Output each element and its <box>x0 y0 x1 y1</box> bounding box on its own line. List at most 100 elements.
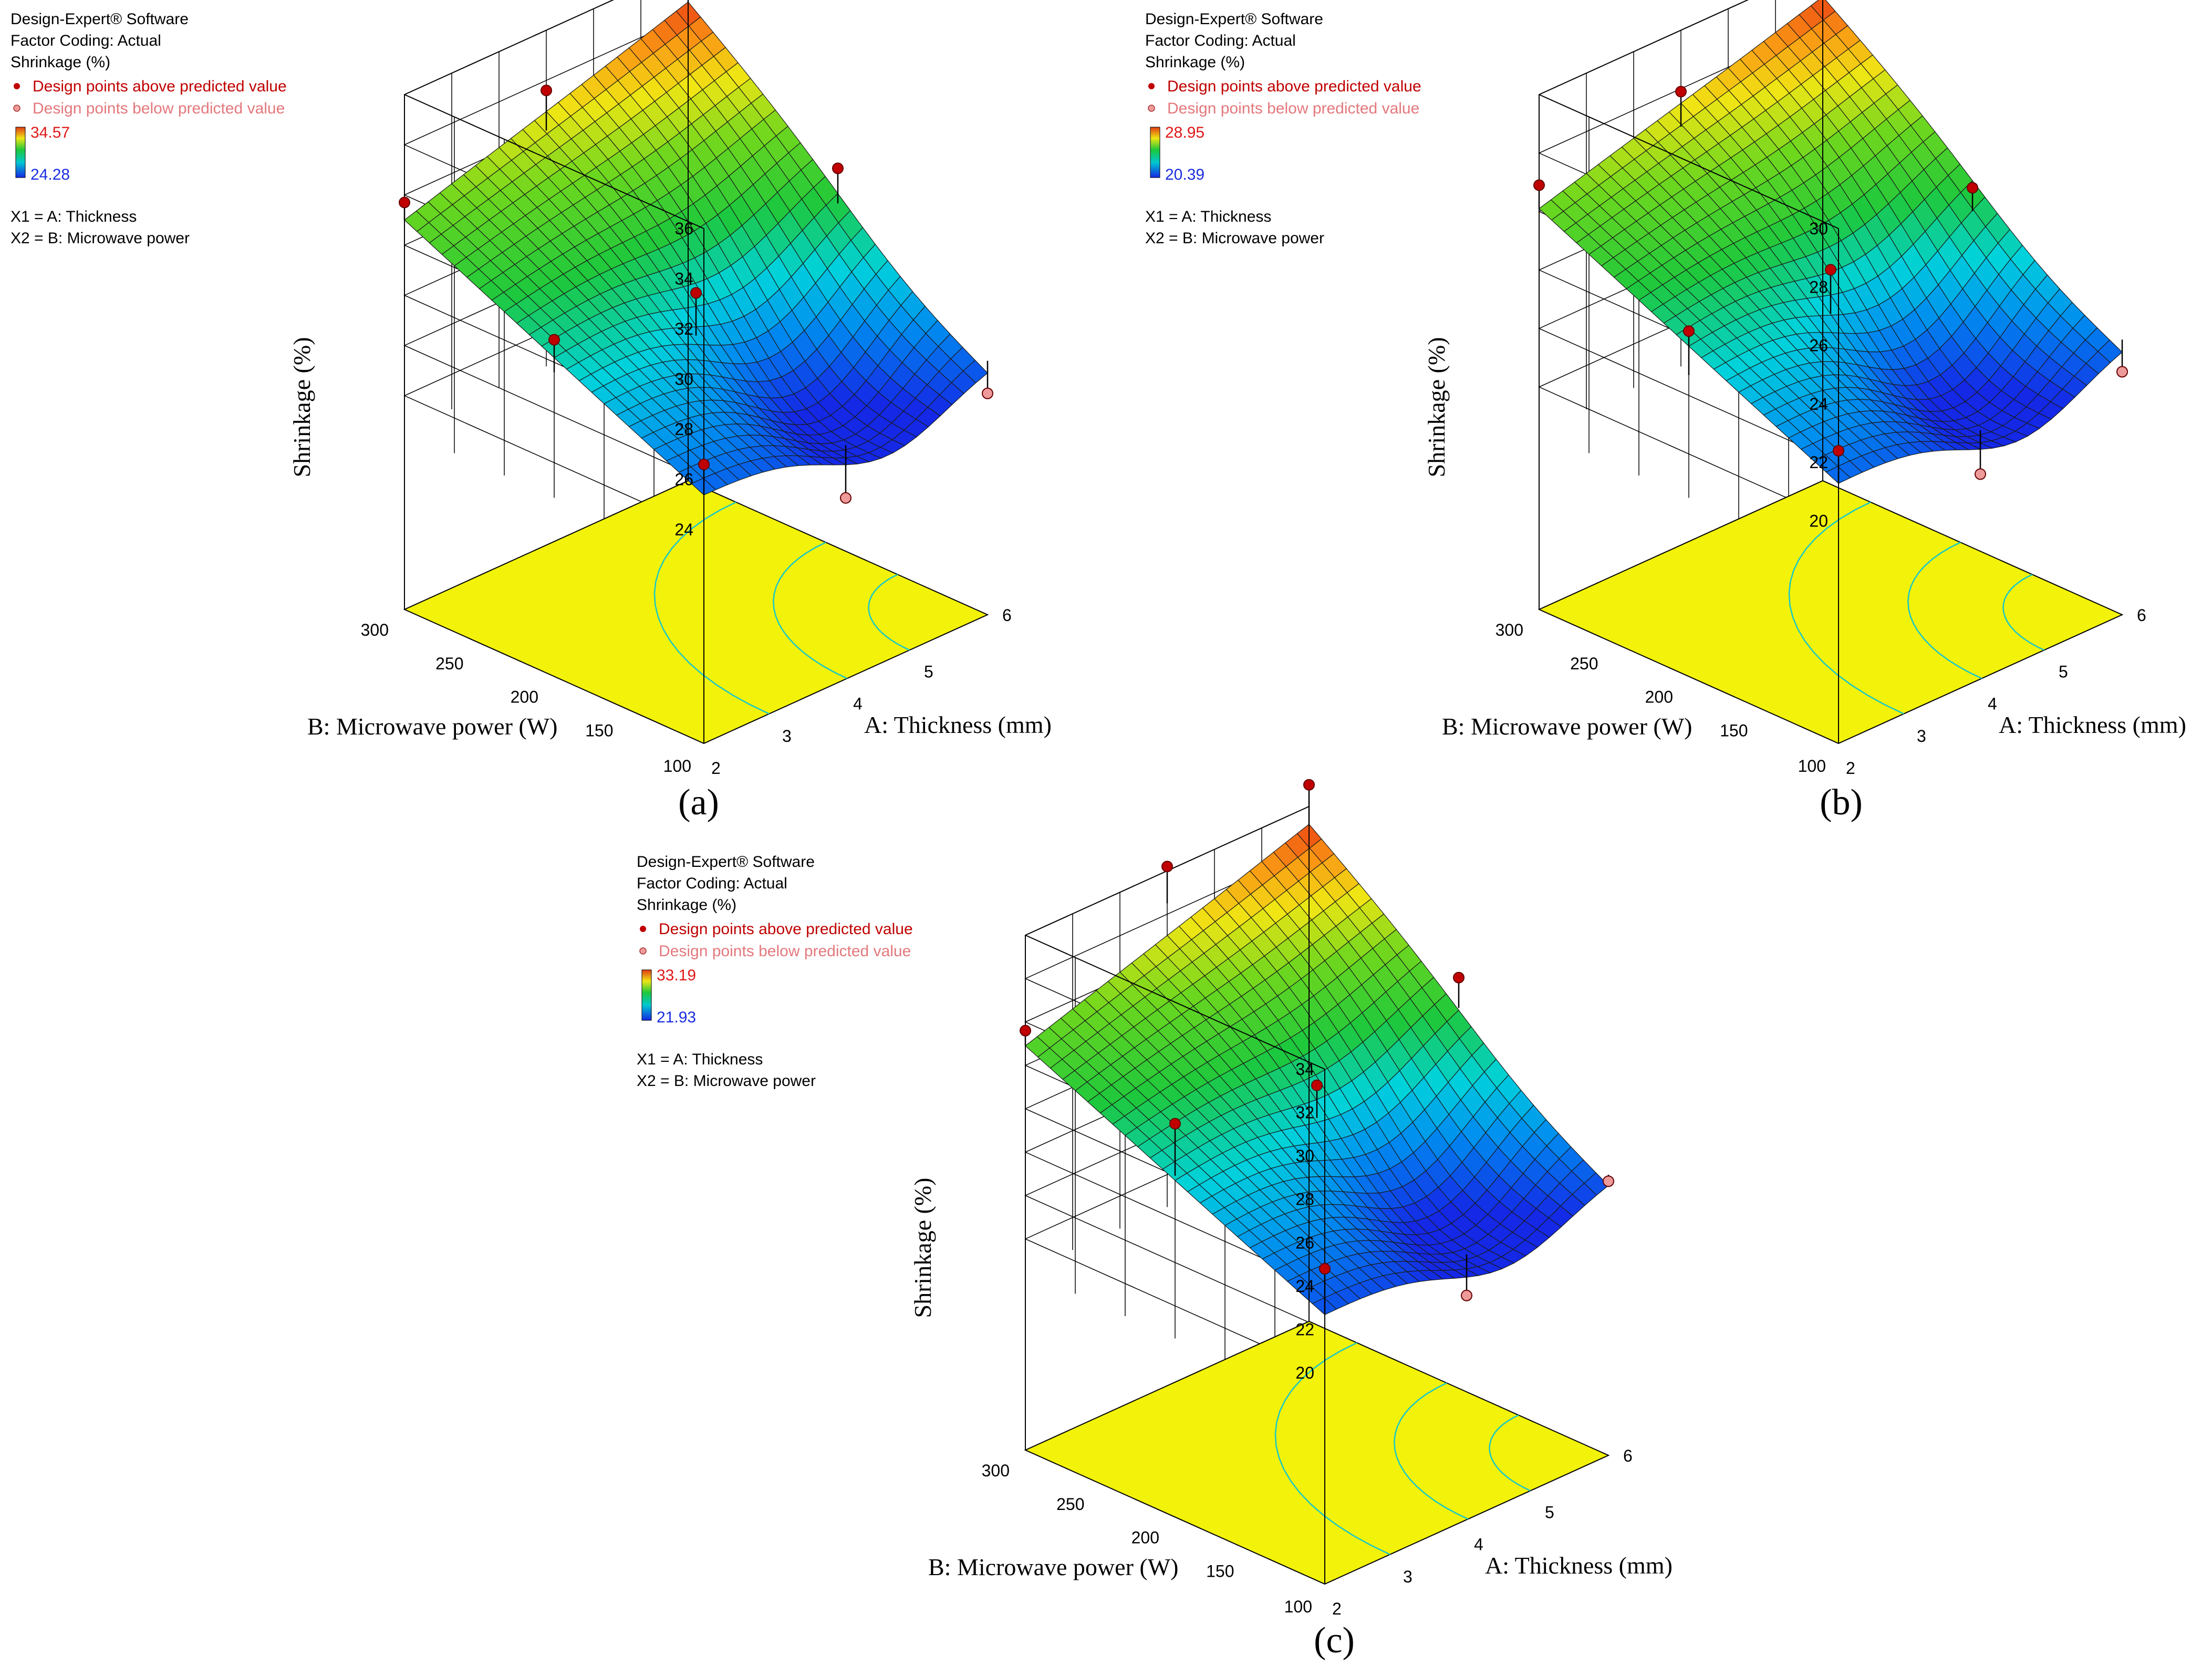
b-tick-label: 150 <box>585 721 613 740</box>
z-axis-title: Shrinkage (%) <box>288 337 315 478</box>
design-point-below <box>982 387 993 399</box>
a-tick-label: 5 <box>924 662 933 681</box>
z-tick-label: 20 <box>1295 1363 1314 1382</box>
floor-contour-plane <box>1024 1320 1610 1585</box>
a-tick-label: 2 <box>1332 1599 1342 1618</box>
b-tick-label: 150 <box>1720 721 1748 740</box>
response-surface <box>404 1 988 495</box>
a-tick-label: 4 <box>1988 695 1997 713</box>
design-point-below <box>840 492 851 504</box>
design-point-above <box>690 287 702 299</box>
legend-above-marker <box>1148 83 1155 89</box>
legend-below-label: Design points below predicted value <box>659 943 911 960</box>
z-tick-label: 30 <box>1809 219 1828 238</box>
a-tick-label: 3 <box>1403 1567 1413 1586</box>
color-scale-bar <box>15 127 26 178</box>
design-point-above <box>1967 182 1978 194</box>
design-points <box>399 0 993 504</box>
legend-above-label: Design points above predicted value <box>1167 78 1421 95</box>
design-point-above <box>1319 1263 1331 1275</box>
box-edge <box>1539 0 1749 95</box>
factor-coding-label: Factor Coding: Actual <box>11 32 161 49</box>
response-label: Shrinkage (%) <box>11 54 110 71</box>
a-tick-label: 3 <box>1917 727 1926 746</box>
a-tick-label: 5 <box>2059 662 2068 681</box>
b-tick-label: 200 <box>1131 1528 1159 1547</box>
design-point-above <box>832 162 844 174</box>
design-point-below <box>1975 468 1986 480</box>
legend-below-marker <box>1148 105 1155 112</box>
z-tick-label: 26 <box>1809 336 1828 355</box>
design-point-above <box>1303 779 1315 791</box>
design-point-above <box>541 85 552 97</box>
b-tick-label: 100 <box>1284 1597 1312 1616</box>
floor-contour-line <box>1274 1342 1390 1555</box>
design-point-above <box>1833 444 1844 457</box>
color-scale-min: 21.93 <box>657 1009 696 1026</box>
z-tick-label: 34 <box>674 270 693 288</box>
z-axis-title: Shrinkage (%) <box>1423 337 1450 478</box>
x-axis-title: A: Thickness (mm) <box>864 711 1052 738</box>
legend-below-label: Design points below predicted value <box>33 100 285 117</box>
b-tick-label: 250 <box>1056 1495 1084 1514</box>
legend-below-label: Design points below predicted value <box>1167 100 1419 117</box>
z-tick-label: 34 <box>1295 1060 1314 1079</box>
y-axis-title: B: Microwave power (W) <box>307 713 557 740</box>
b-tick-label: 300 <box>361 620 389 639</box>
legend-above-marker <box>640 926 646 932</box>
color-scale-bar <box>641 969 652 1021</box>
z-tick-label: 28 <box>674 420 693 439</box>
color-scale-bar <box>1150 127 1160 178</box>
color-scale-min: 20.39 <box>1165 166 1204 183</box>
legend-above-label: Design points above predicted value <box>659 920 913 938</box>
b-tick-label: 100 <box>663 757 691 775</box>
info-legend: Design-Expert® Software Factor Coding: Ac… <box>1145 11 1421 247</box>
floor-contour-line <box>2002 574 2045 651</box>
design-point-below <box>2116 366 2128 378</box>
x2-factor-label: X2 = B: Microwave power <box>637 1072 816 1090</box>
a-tick-label: 3 <box>782 727 792 746</box>
floor-contour-line <box>868 574 910 651</box>
design-point-above <box>399 196 410 209</box>
b-tick-label: 100 <box>1798 757 1826 775</box>
response-surface <box>1539 0 2123 484</box>
design-point-above <box>698 458 710 470</box>
floor-contour-line <box>1489 1414 1531 1492</box>
color-scale-max: 33.19 <box>657 967 696 984</box>
floor-contour-line <box>1788 501 1904 715</box>
design-point-above <box>1675 86 1687 98</box>
color-scale-min: 24.28 <box>30 166 70 183</box>
floor-contour-line <box>1907 542 1982 679</box>
response-label: Shrinkage (%) <box>637 896 736 914</box>
x2-factor-label: X2 = B: Microwave power <box>11 230 190 247</box>
x1-factor-label: X1 = A: Thickness <box>637 1051 763 1068</box>
software-label: Design-Expert® Software <box>11 11 189 28</box>
a-tick-label: 6 <box>2137 606 2146 625</box>
a-tick-label: 5 <box>1545 1503 1554 1522</box>
factor-coding-label: Factor Coding: Actual <box>1145 32 1296 49</box>
panel-caption: (a) <box>678 782 719 823</box>
color-scale-max: 34.57 <box>30 124 70 141</box>
z-tick-label: 28 <box>1809 277 1828 296</box>
info-legend: Design-Expert® Software Factor Coding: Ac… <box>637 853 913 1090</box>
b-tick-label: 250 <box>435 654 463 673</box>
z-tick-label: 26 <box>674 470 693 489</box>
design-point-above <box>1683 325 1695 337</box>
b-tick-label: 150 <box>1206 1561 1234 1580</box>
a-tick-label: 2 <box>711 759 721 778</box>
b-tick-label: 200 <box>1645 688 1673 707</box>
panel-caption: (b) <box>1820 782 1863 823</box>
x1-factor-label: X1 = A: Thickness <box>11 208 137 225</box>
z-tick-label: 28 <box>1295 1190 1314 1209</box>
x-axis-title: A: Thickness (mm) <box>1999 711 2186 738</box>
z-tick-label: 22 <box>1809 453 1828 472</box>
design-point-above <box>1825 264 1836 276</box>
design-points <box>1020 779 1614 1315</box>
panel-caption: (c) <box>1314 1620 1355 1661</box>
b-tick-label: 250 <box>1570 654 1598 673</box>
software-label: Design-Expert® Software <box>1145 11 1323 28</box>
z-tick-label: 30 <box>1295 1146 1314 1165</box>
a-tick-label: 4 <box>853 695 863 713</box>
